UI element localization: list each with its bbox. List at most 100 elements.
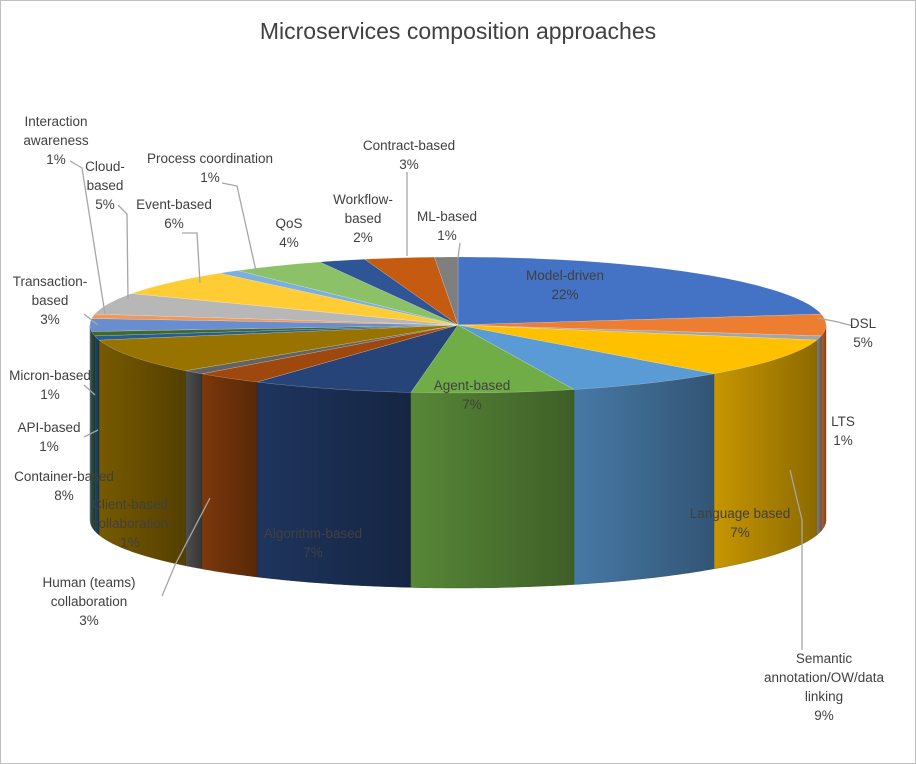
data-label-semantic-annotation-ow-data-linking: Semantic annotation/OW/data linking 9% [764, 651, 885, 723]
data-label-line: Micron-based [9, 368, 91, 383]
data-label-model-driven: Model-driven 22% [526, 268, 604, 302]
slice-process-coordination [219, 270, 459, 326]
data-label-client-based-collaboration: Client-based collaboration 1% [92, 497, 169, 550]
data-label-line: 1% [200, 170, 220, 185]
data-label-line: Contract-based [363, 138, 455, 153]
slice-side-transaction-based [89, 325, 92, 527]
data-label-api-based: API-based 1% [17, 420, 80, 454]
slice-agent-based [410, 324, 575, 394]
slice-event-based [131, 272, 459, 326]
leader-line-cloud-based [117, 204, 129, 300]
data-label-event-based: Event-based 6% [136, 197, 212, 231]
slice-cloud-based [94, 293, 459, 326]
slice-qos [237, 261, 459, 326]
slice-api-based [94, 324, 459, 341]
data-label-line: 7% [303, 545, 323, 560]
slice-dsl [457, 313, 827, 337]
data-label-line: LTS [831, 414, 855, 429]
data-label-line: 3% [79, 613, 99, 628]
data-label-line: 5% [95, 197, 115, 212]
data-label-line: 2% [353, 230, 373, 245]
leader-line-transaction-based [83, 313, 99, 326]
data-label-line: annotation/OW/data [764, 670, 885, 685]
data-label-line: Client-based [92, 497, 168, 512]
data-label-line: 7% [462, 397, 482, 412]
slice-side-dsl [821, 325, 827, 532]
data-label-line: 22% [551, 287, 578, 302]
slice-micron-based [91, 324, 459, 337]
slice-lts [457, 324, 822, 341]
data-label-line: Container-based [14, 469, 114, 484]
pie-top-faces [89, 256, 827, 394]
data-label-line: Process coordination [147, 151, 273, 166]
data-label-line: collaboration [92, 516, 169, 531]
data-label-line: Event-based [136, 197, 212, 212]
slice-semantic-annotation-ow-data-linking [457, 324, 818, 375]
data-label-line: 4% [279, 235, 299, 250]
leader-line-dsl [817, 317, 854, 327]
data-label-line: Semantic [796, 651, 853, 666]
data-label-line: QoS [275, 216, 302, 231]
data-label-micron-based: Micron-based 1% [9, 368, 91, 402]
slice-side-language-based [573, 373, 715, 585]
data-label-line: Transaction- [13, 274, 88, 289]
data-label-line: 3% [40, 312, 60, 327]
data-label-human-teams-collaboration: Human (teams) collaboration 3% [42, 575, 135, 628]
slice-side-human-teams-collaboration [201, 373, 258, 578]
data-label-line: collaboration [51, 594, 128, 609]
data-label-line: 9% [814, 708, 834, 723]
leader-line-event-based [182, 232, 201, 284]
data-label-line: Cloud- [85, 159, 125, 174]
leader-line-process-coordination [221, 182, 257, 272]
chart-title: Microservices composition approaches [259, 18, 657, 44]
slice-language-based [457, 324, 715, 390]
data-label-line: based [87, 178, 124, 193]
slice-side-container-based [98, 339, 186, 566]
data-label-line: 1% [120, 535, 140, 550]
slice-side-algorithm-based [257, 381, 412, 588]
data-label-cloud-based: Cloud-based 5% [85, 159, 125, 212]
data-label-algorithm-based: Algorithm-based 7% [264, 526, 362, 560]
slice-container-based [98, 324, 459, 371]
leader-line-micron-based [83, 384, 96, 396]
leader-line-interaction-awareness [69, 160, 106, 315]
data-label-line: Algorithm-based [264, 526, 362, 541]
data-label-line: API-based [17, 420, 80, 435]
leader-line-semantic-annotation-ow-data-linking [789, 469, 803, 650]
data-label-line: linking [805, 689, 843, 704]
data-label-process-coordination: Process coordination 1% [147, 151, 273, 185]
data-label-line: 1% [39, 439, 59, 454]
data-label-interaction-awareness: Interaction awareness 1% [23, 114, 89, 167]
data-label-line: awareness [23, 133, 89, 148]
data-label-ml-based: ML-based 1% [417, 209, 477, 243]
slice-model-driven [457, 256, 822, 326]
leader-line-api-based [83, 429, 99, 438]
data-label-line: 1% [40, 387, 60, 402]
data-label-line: Model-driven [526, 268, 604, 283]
slice-ml-based [434, 256, 459, 326]
data-label-line: Human (teams) [42, 575, 135, 590]
data-label-line: DSL [850, 316, 877, 331]
data-label-contract-based: Contract-based 3% [363, 138, 455, 172]
data-label-transaction-based: Transaction-based 3% [13, 274, 88, 327]
slice-interaction-awareness [91, 313, 459, 326]
data-label-dsl: DSL 5% [850, 316, 877, 350]
data-label-line: Language based [690, 506, 791, 521]
data-label-line: ML-based [417, 209, 477, 224]
data-label-line: 3% [399, 157, 419, 172]
data-label-line: 1% [833, 433, 853, 448]
leader-line-ml-based [457, 242, 461, 259]
data-label-line: based [345, 211, 382, 226]
data-label-line: 6% [164, 216, 184, 231]
slice-side-client-based-collaboration [185, 370, 203, 570]
data-label-agent-based: Agent-based 7% [434, 378, 511, 412]
slice-side-lts [816, 335, 822, 536]
data-label-container-based: Container-based 8% [14, 469, 114, 503]
data-label-lts: LTS 1% [831, 414, 855, 448]
slice-client-based-collaboration [185, 324, 459, 375]
data-label-line: 1% [437, 228, 457, 243]
slice-human-teams-collaboration [201, 324, 459, 383]
data-label-line: 8% [54, 488, 74, 503]
data-label-line: 7% [730, 525, 750, 540]
